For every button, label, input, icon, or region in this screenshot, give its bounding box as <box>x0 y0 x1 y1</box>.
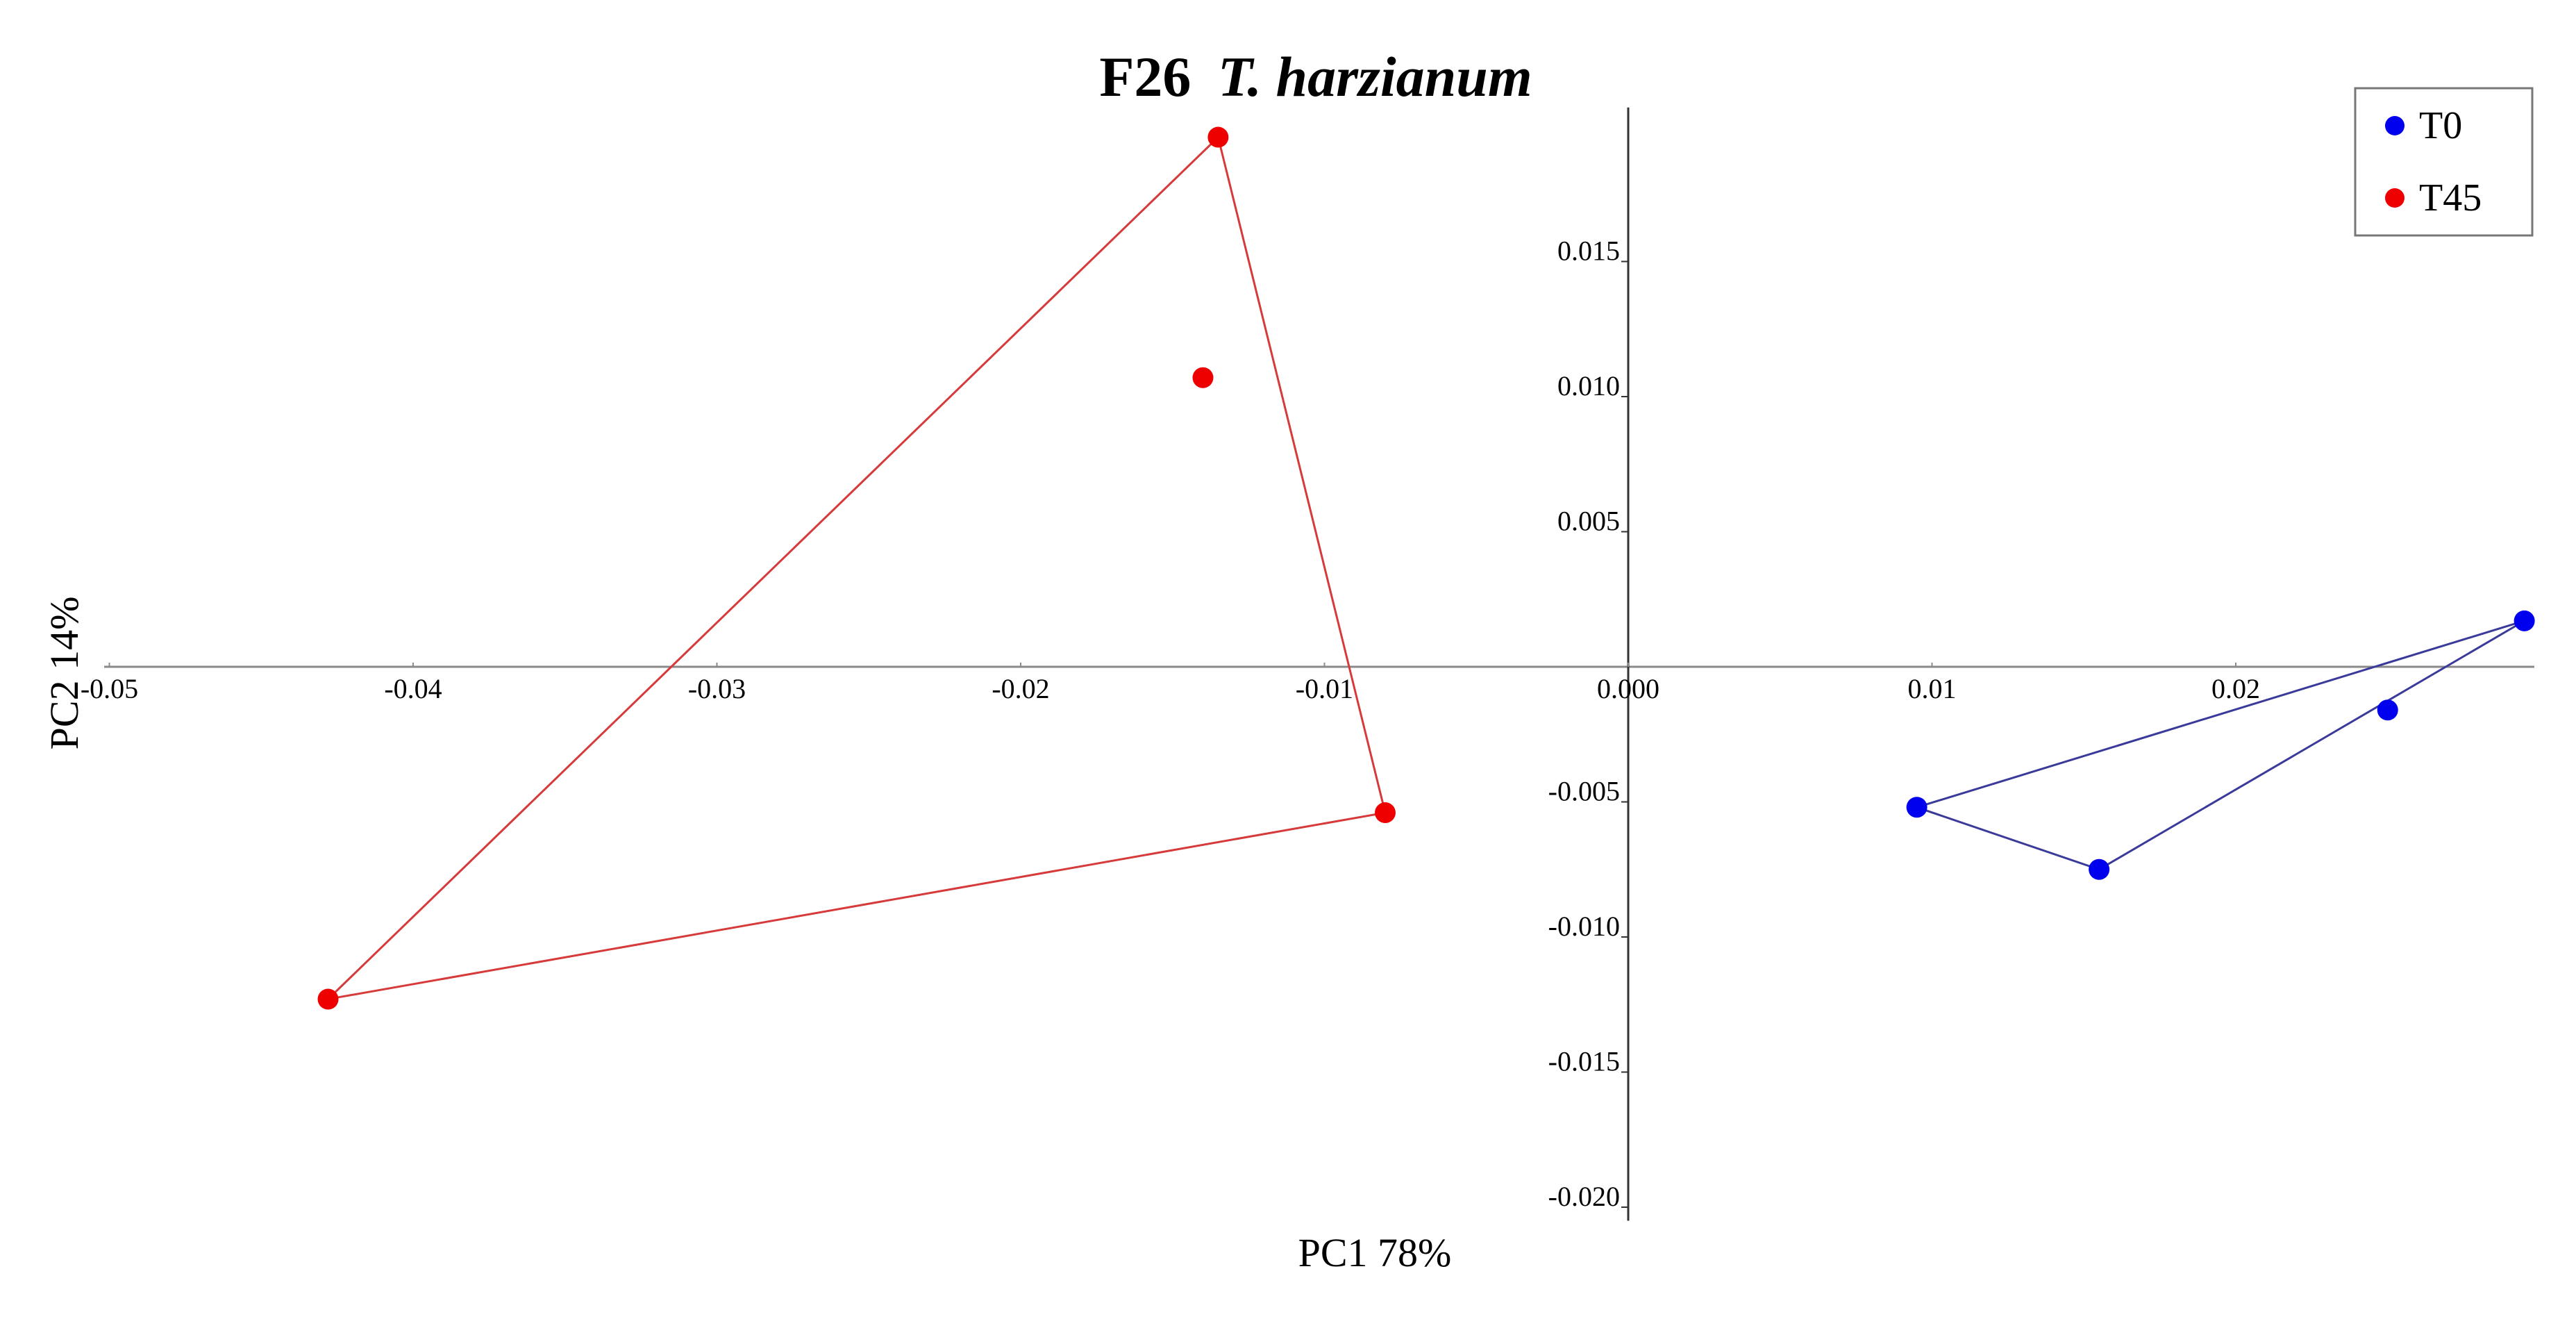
y-tick-label: -0.015 <box>1548 1046 1620 1077</box>
x-tick-label: -0.04 <box>384 673 442 704</box>
x-tick-label: -0.01 <box>1296 673 1353 704</box>
point-t45 <box>317 988 339 1010</box>
y-tick-label: 0.015 <box>1557 235 1620 267</box>
point-t0 <box>2514 610 2535 631</box>
x-tick-label: 0.01 <box>1908 673 1957 704</box>
point-t45 <box>1375 802 1396 824</box>
x-axis-title: PC1 78% <box>1298 1230 1452 1275</box>
x-tick-label: -0.05 <box>81 673 138 704</box>
point-t0 <box>2089 858 2110 880</box>
point-t45 <box>1207 126 1229 148</box>
data-points <box>317 126 2535 1010</box>
point-t0 <box>2377 699 2398 721</box>
hull-t0 <box>1913 620 2525 871</box>
y-tick-label: 0.005 <box>1557 506 1620 537</box>
y-tick-label: -0.010 <box>1548 911 1620 942</box>
chart-title-prefix: F26 <box>1099 45 1191 108</box>
legend-label-t0: T0 <box>2419 104 2462 147</box>
axes: -0.05 -0.04 -0.03 -0.02 -0.01 0.000 0.01 0.02 0.… <box>81 107 2534 1221</box>
x-tick-label: 0.02 <box>2211 673 2260 704</box>
hull-t45 <box>324 135 1387 1001</box>
x-tick-label: -0.03 <box>688 673 746 704</box>
point-t45 <box>1192 367 1214 388</box>
point-t0 <box>1906 797 1927 818</box>
x-tick-label: -0.02 <box>992 673 1049 704</box>
x-tick-label: 0.000 <box>1597 673 1659 704</box>
group-hulls <box>324 135 2525 1001</box>
y-axis-title: PC2 14% <box>42 597 87 750</box>
legend-marker-t45 <box>2385 188 2404 208</box>
chart-title-species: T. harzianum <box>1218 45 1532 108</box>
legend-marker-t0 <box>2385 116 2404 135</box>
legend-label-t45: T45 <box>2419 176 2482 219</box>
legend: T0 T45 <box>2354 87 2534 237</box>
chart-title: F26 T. harzianum <box>1099 45 1532 108</box>
legend-box <box>2354 87 2534 237</box>
y-tick-label: -0.005 <box>1548 776 1620 807</box>
y-tick-label: -0.020 <box>1548 1181 1620 1212</box>
y-tick-label: 0.010 <box>1557 370 1620 401</box>
